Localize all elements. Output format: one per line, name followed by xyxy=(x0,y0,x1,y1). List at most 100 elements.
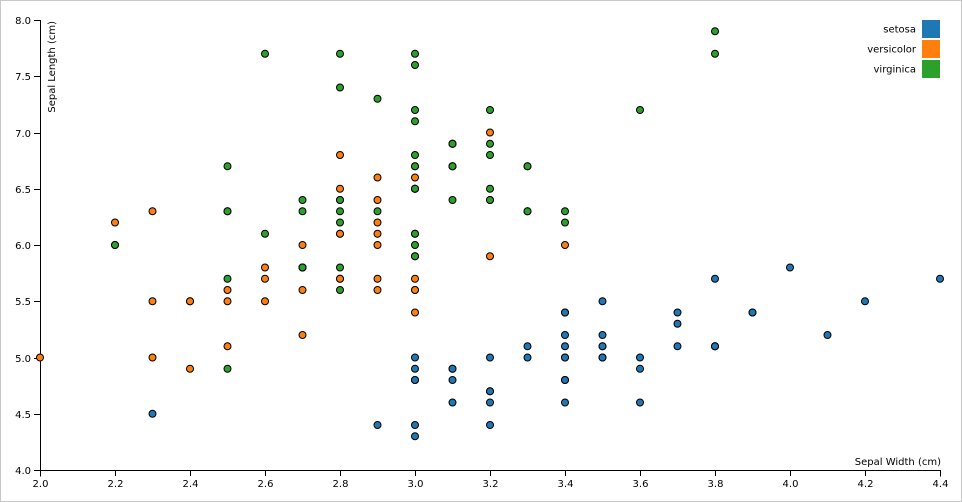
data-point-versicolor xyxy=(373,218,382,227)
x-tick-label: 4.2 xyxy=(858,479,874,490)
y-tick-label: 6.5 xyxy=(15,185,31,196)
data-point-virginica xyxy=(411,162,419,171)
legend: setosa versicolor virginica xyxy=(867,20,940,78)
y-axis: 4.0 4.5 5.0 5.5 6.0 6.5 7.0 7.5 8.0 xyxy=(15,16,41,477)
data-point-virginica xyxy=(298,263,307,272)
data-point-virginica xyxy=(261,49,269,58)
data-point-versicolor xyxy=(261,297,269,306)
data-point-setosa xyxy=(673,342,682,351)
data-point-versicolor xyxy=(298,241,307,249)
data-point-virginica xyxy=(336,196,344,204)
data-point-versicolor xyxy=(336,184,344,193)
data-point-versicolor xyxy=(186,297,194,306)
data-point-versicolor xyxy=(373,196,382,204)
data-point-versicolor xyxy=(373,274,382,283)
data-point-virginica xyxy=(486,151,494,159)
data-point-versicolor xyxy=(298,331,307,339)
x-tick-label: 2.2 xyxy=(108,479,124,490)
data-point-setosa xyxy=(486,398,494,407)
data-point-versicolor xyxy=(373,241,382,249)
data-point-virginica xyxy=(448,162,457,171)
data-point-versicolor xyxy=(373,173,382,182)
x-axis: 2.0 2.2 2.4 2.6 2.8 3.0 3.2 3.4 3.6 3.8 4.0 4.2 4.4 xyxy=(33,470,948,490)
data-point-versicolor xyxy=(148,207,157,216)
data-points xyxy=(36,27,944,441)
data-point-virginica xyxy=(336,83,344,92)
y-tick-label: 6.0 xyxy=(15,241,31,252)
data-point-virginica xyxy=(523,162,532,171)
data-point-setosa xyxy=(486,421,494,429)
data-point-setosa xyxy=(673,319,682,328)
y-tick-label: 5.0 xyxy=(15,354,31,365)
data-point-versicolor xyxy=(148,353,157,362)
data-point-setosa xyxy=(373,421,382,429)
y-tick-label: 4.0 xyxy=(15,466,31,477)
data-point-versicolor xyxy=(336,274,344,283)
data-point-setosa xyxy=(598,297,607,306)
data-point-virginica xyxy=(486,139,494,148)
x-tick-label: 2.6 xyxy=(258,479,274,490)
data-point-versicolor xyxy=(411,274,419,283)
data-point-virginica xyxy=(411,241,419,249)
series-virginica xyxy=(111,27,719,373)
data-point-versicolor xyxy=(223,342,232,351)
data-point-virginica xyxy=(223,364,232,373)
data-point-setosa xyxy=(486,387,494,396)
series-setosa xyxy=(148,263,944,441)
data-point-setosa xyxy=(673,308,682,317)
data-point-setosa xyxy=(486,353,494,362)
data-point-versicolor xyxy=(336,151,344,159)
legend-label-setosa: setosa xyxy=(883,25,916,36)
data-point-virginica xyxy=(223,274,232,283)
legend-label-versicolor: versicolor xyxy=(867,45,917,56)
x-tick-label: 3.6 xyxy=(633,479,649,490)
data-point-virginica xyxy=(411,106,419,114)
data-point-setosa xyxy=(561,398,569,407)
data-point-setosa xyxy=(636,353,644,362)
y-tick-label: 7.0 xyxy=(15,129,31,140)
data-point-versicolor xyxy=(411,173,419,182)
y-tick-label: 5.5 xyxy=(15,297,31,308)
data-point-versicolor xyxy=(186,364,194,373)
data-point-setosa xyxy=(148,409,157,418)
x-tick-label: 2.8 xyxy=(333,479,349,490)
data-point-setosa xyxy=(411,421,419,429)
y-tick-label: 4.5 xyxy=(15,410,31,421)
data-point-virginica xyxy=(561,207,569,216)
data-point-virginica xyxy=(261,229,269,238)
data-point-virginica xyxy=(298,196,307,204)
data-point-setosa xyxy=(448,376,457,384)
data-point-setosa xyxy=(561,331,569,339)
series-versicolor xyxy=(36,128,569,373)
data-point-virginica xyxy=(711,49,719,58)
data-point-virginica xyxy=(336,286,344,294)
x-tick-label: 3.2 xyxy=(483,479,499,490)
data-point-versicolor xyxy=(261,274,269,283)
data-point-setosa xyxy=(598,353,607,362)
data-point-virginica xyxy=(411,151,419,159)
x-axis-title: Sepal Width (cm) xyxy=(855,457,941,468)
data-point-virginica xyxy=(411,184,419,193)
x-tick-label: 3.0 xyxy=(408,479,424,490)
data-point-setosa xyxy=(598,331,607,339)
data-point-virginica xyxy=(411,61,419,69)
data-point-setosa xyxy=(448,364,457,373)
data-point-setosa xyxy=(636,398,644,407)
data-point-setosa xyxy=(711,274,719,283)
data-point-versicolor xyxy=(373,229,382,238)
data-point-setosa xyxy=(561,342,569,351)
x-tick-label: 2.0 xyxy=(33,479,49,490)
data-point-versicolor xyxy=(336,229,344,238)
data-point-versicolor xyxy=(486,128,494,137)
data-point-setosa xyxy=(711,342,719,351)
data-point-virginica xyxy=(336,207,344,216)
data-point-versicolor xyxy=(223,286,232,294)
data-point-versicolor xyxy=(411,286,419,294)
data-point-virginica xyxy=(336,263,344,272)
data-point-versicolor xyxy=(373,286,382,294)
x-tick-label: 3.8 xyxy=(708,479,724,490)
data-point-virginica xyxy=(486,184,494,193)
data-point-virginica xyxy=(111,241,119,249)
